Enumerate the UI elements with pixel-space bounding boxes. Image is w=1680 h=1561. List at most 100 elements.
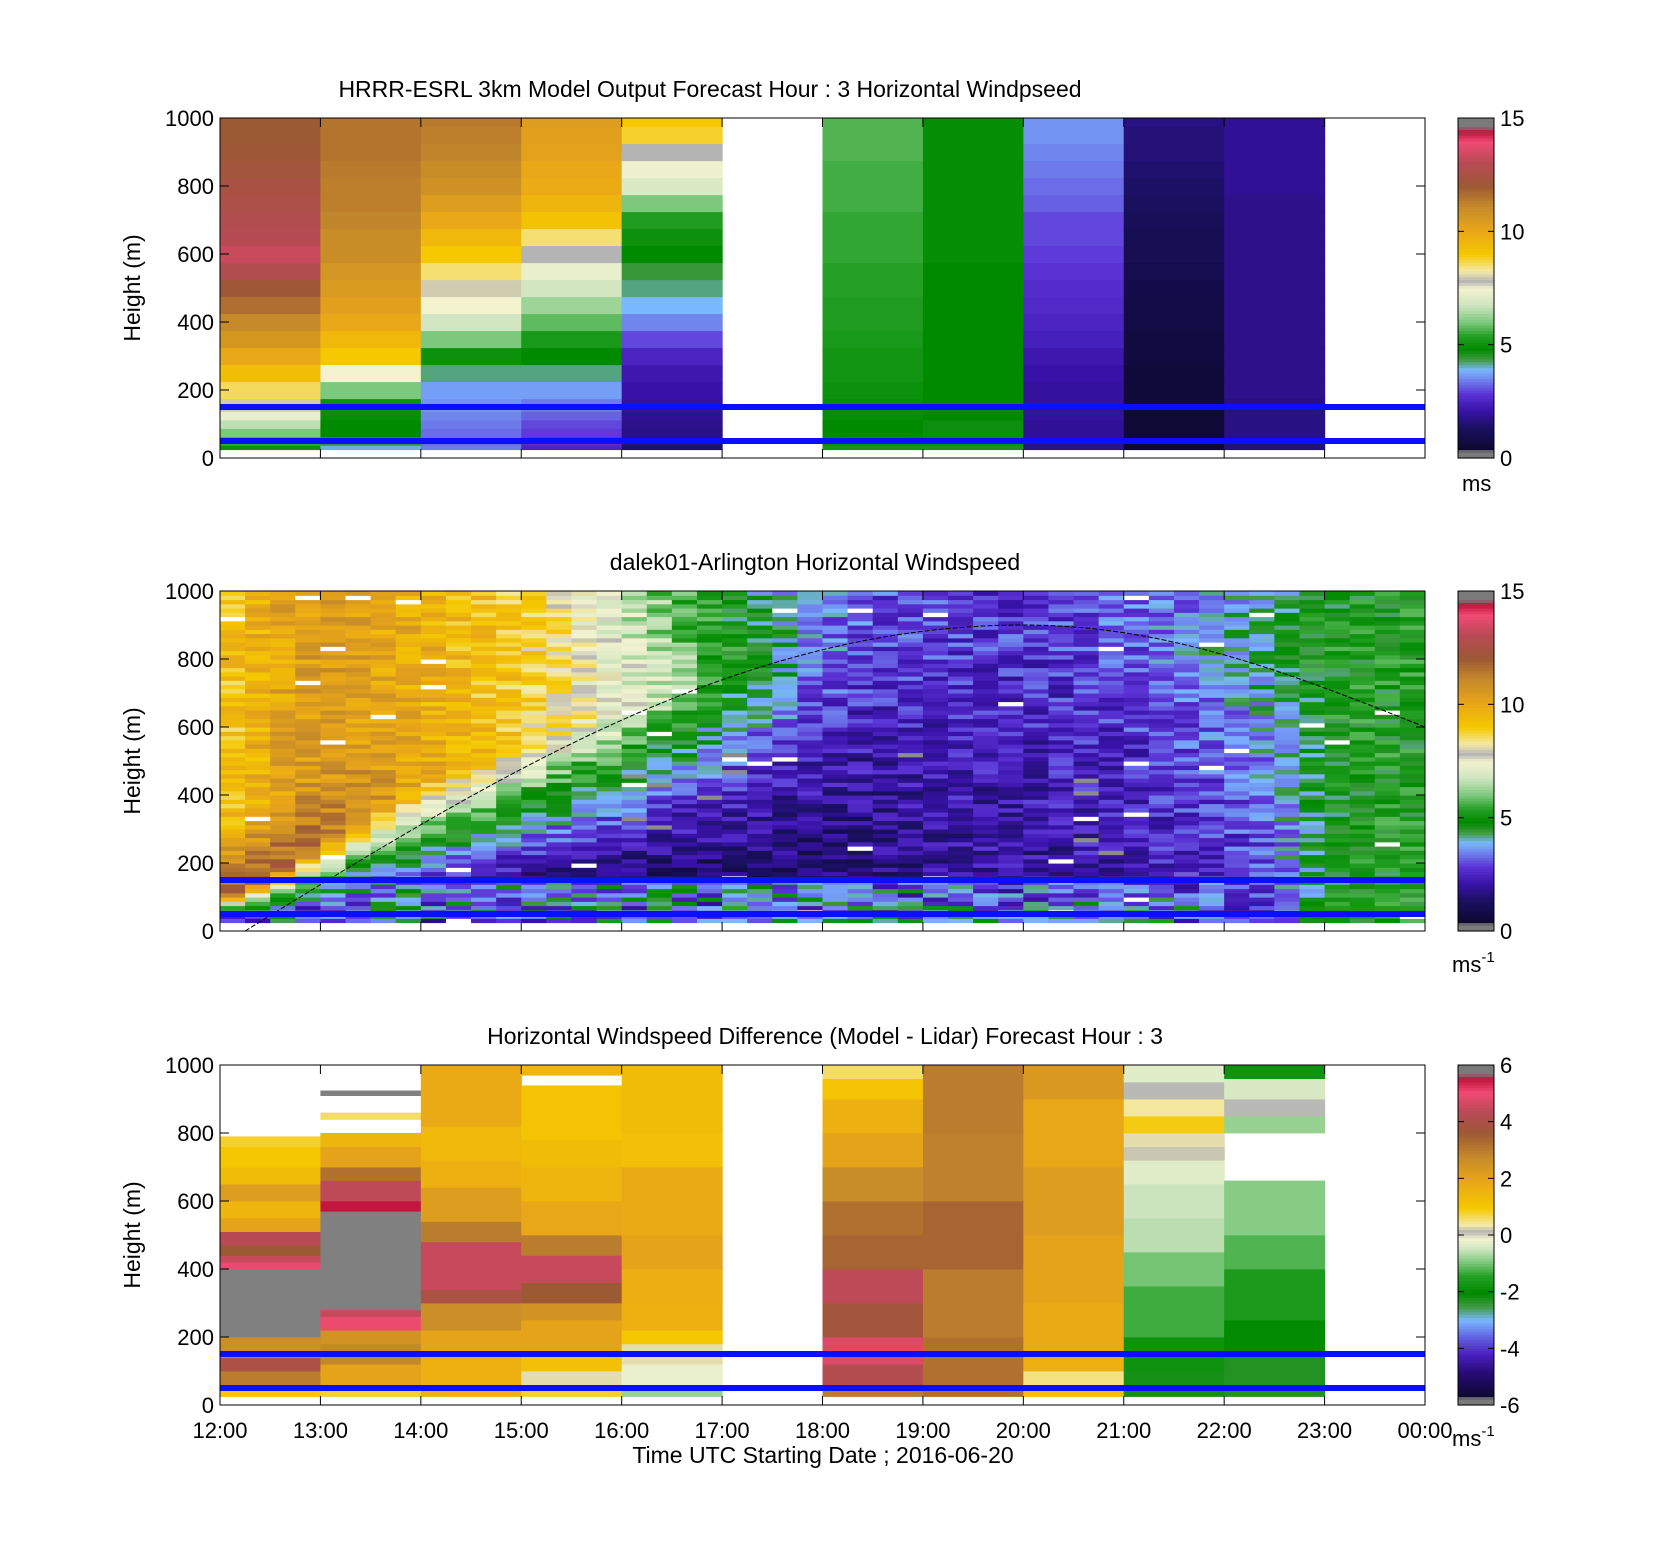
difference-band [1224, 1235, 1326, 1270]
lidar-cell [521, 599, 547, 605]
lidar-cell [395, 727, 422, 732]
lidar-cell [295, 799, 322, 805]
lidar-cell [1123, 905, 1150, 911]
model-cell [1224, 194, 1326, 213]
lidar-cell [1299, 863, 1326, 868]
lidar-cell [1299, 739, 1326, 745]
lidar-cell [696, 812, 723, 817]
lidar-cell [320, 735, 347, 741]
lidar-cell [496, 778, 522, 783]
lidar-cell [395, 918, 422, 924]
lidar-cell [998, 620, 1024, 626]
colorbar-segment [1458, 1257, 1494, 1262]
lidar-cell [897, 642, 924, 647]
lidar-cell [395, 591, 422, 596]
lidar-cell [973, 739, 999, 745]
model-cell [621, 194, 723, 213]
lidar-cell [998, 654, 1024, 660]
colorbar-segment [1458, 897, 1494, 901]
lidar-cell [696, 599, 723, 605]
lidar-cell [345, 705, 372, 711]
model-cell [621, 428, 723, 438]
colorbar-segment [1458, 1359, 1494, 1364]
lidar-cell [671, 807, 698, 813]
lidar-cell [521, 812, 547, 817]
colorbar-segment [1458, 1203, 1494, 1208]
lidar-cell [521, 871, 547, 877]
colorbar-segment [1458, 367, 1494, 371]
lidar-cell [320, 752, 347, 758]
model-cell [320, 364, 422, 383]
lidar-cell [922, 765, 949, 771]
lidar-cell [1073, 888, 1100, 894]
lidar-cell [546, 765, 573, 771]
colorbar-segment [1458, 599, 1494, 603]
lidar-cell [571, 718, 598, 724]
colorbar-segment [1458, 625, 1494, 629]
lidar-cell [370, 654, 397, 660]
lidar-cell [847, 820, 874, 826]
lidar-cell [395, 897, 422, 902]
colorbar-segment [1458, 610, 1494, 615]
lidar-cell [496, 650, 522, 656]
lidar-cell [872, 735, 899, 741]
lidar-cell [671, 799, 698, 805]
lidar-cell [1274, 595, 1301, 601]
lidar-cell [948, 718, 974, 724]
lidar-cell [646, 803, 673, 809]
lidar-cell [797, 608, 824, 613]
lidar-cell [1399, 756, 1425, 762]
lidar-cell [1098, 731, 1125, 737]
lidar-cell [797, 820, 824, 826]
lidar-cell [395, 756, 422, 762]
lidar-cell [1123, 646, 1150, 652]
lidar-cell [722, 629, 748, 635]
model-cell [621, 364, 723, 383]
lidar-cell [1073, 663, 1100, 669]
lidar-cell [973, 718, 999, 724]
lidar-cell [395, 714, 422, 720]
lidar-cell [270, 824, 296, 830]
lidar-cell [621, 761, 648, 766]
lidar-cell [1023, 918, 1050, 924]
lidar-cell [847, 697, 874, 703]
lidar-cell [922, 663, 949, 669]
lidar-cell [1073, 633, 1100, 639]
lidar-cell [1249, 629, 1275, 635]
lidar-cell [772, 608, 798, 613]
lidar-cell [395, 739, 422, 745]
lidar-cell [1048, 654, 1075, 660]
lidar-cell [445, 697, 472, 703]
lidar-cell [847, 693, 874, 698]
lidar-cell [395, 748, 422, 754]
lidar-cell [696, 680, 723, 686]
lidar-cell [1023, 833, 1050, 839]
lidar-cell [922, 629, 949, 635]
lidar-cell [772, 850, 798, 856]
lidar-cell [747, 629, 773, 635]
lidar-cell [496, 824, 522, 830]
lidar-cell [1399, 633, 1425, 639]
lidar-cell [1224, 718, 1250, 724]
lidar-cell [1299, 786, 1326, 792]
lidar-cell [1324, 824, 1351, 830]
lidar-cell [1048, 858, 1075, 864]
lidar-cell [948, 812, 974, 817]
lidar-cell [1073, 684, 1100, 690]
model-cell [521, 428, 623, 438]
lidar-cell [948, 595, 974, 601]
lidar-cell [1249, 884, 1275, 890]
lidar-cell [395, 654, 422, 660]
colorbar-segment [1458, 415, 1494, 419]
colorbar-segment [1458, 899, 1494, 904]
lidar-cell [747, 650, 773, 656]
lidar-cell [722, 748, 748, 754]
lidar-cell [696, 735, 723, 741]
lidar-cell [445, 824, 472, 830]
lidar-cell [320, 693, 347, 698]
lidar-cell [445, 790, 472, 796]
model-cell [420, 428, 522, 438]
lidar-cell [922, 803, 949, 809]
colorbar-segment [1458, 1252, 1494, 1256]
lidar-cell [546, 616, 573, 622]
